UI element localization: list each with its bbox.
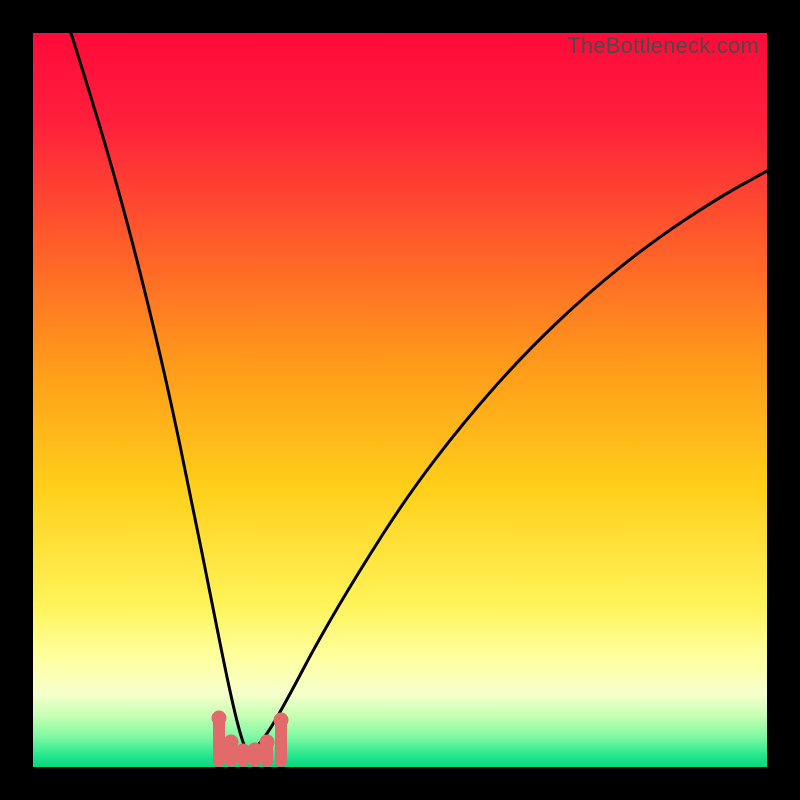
marker-dot <box>224 735 238 749</box>
plot-area <box>33 33 767 767</box>
watermark-text: TheBottleneck.com <box>567 33 759 59</box>
bottleneck-curve <box>71 33 767 750</box>
marker-dot <box>274 713 288 727</box>
marker-dot <box>212 711 226 725</box>
marker-dot <box>248 743 262 757</box>
marker-dot <box>260 735 274 749</box>
chart-svg <box>33 33 767 767</box>
chart-frame: TheBottleneck.com <box>0 0 800 800</box>
